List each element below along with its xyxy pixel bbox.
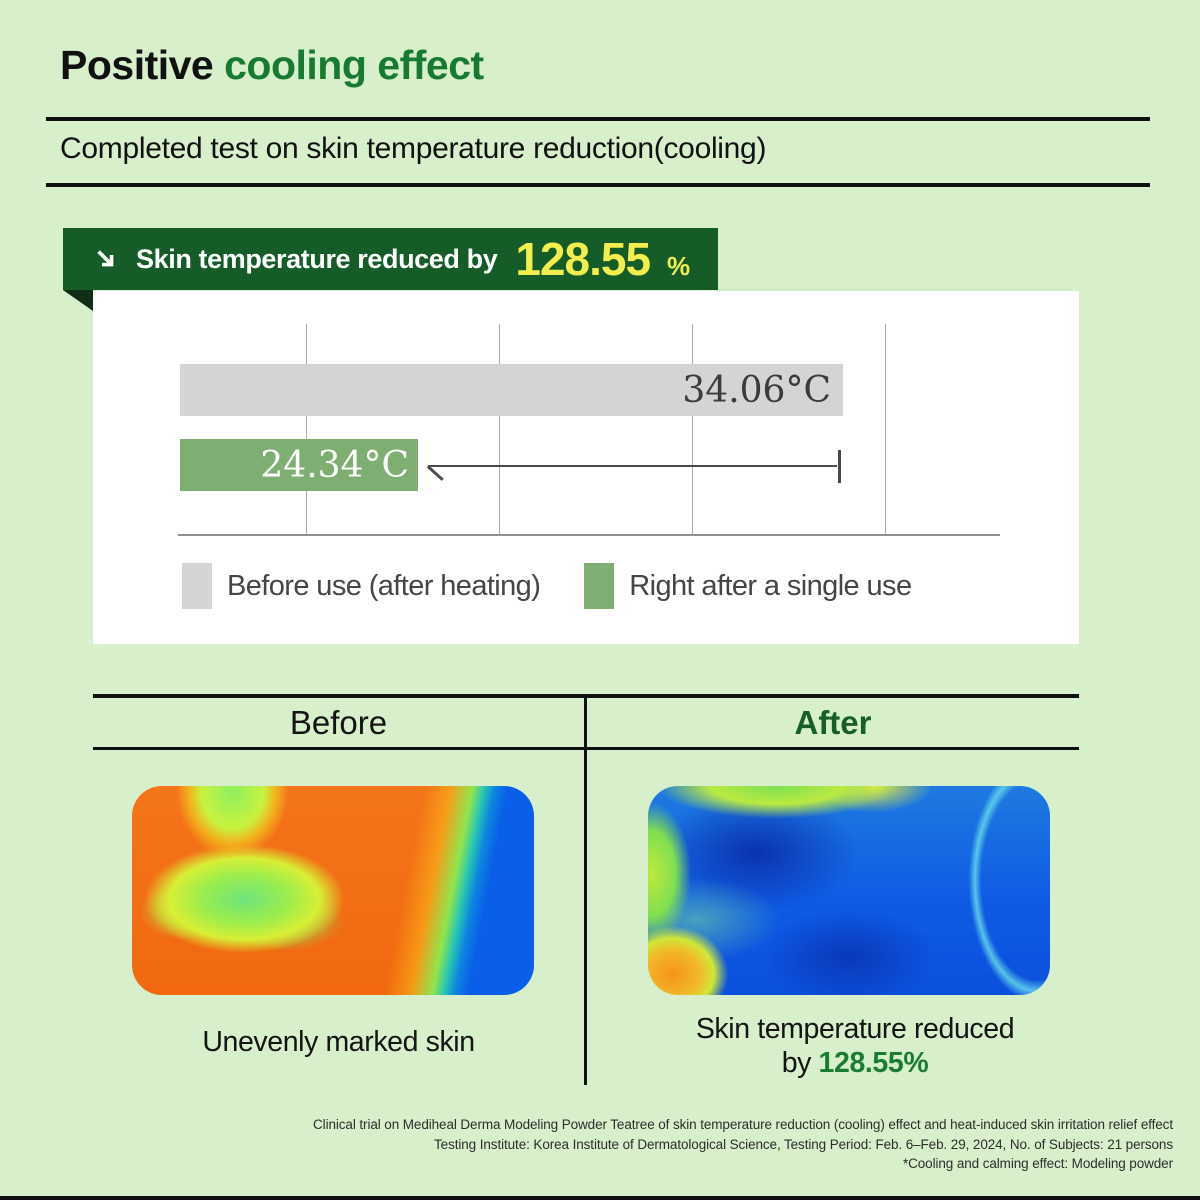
badge-label: Skin temperature reduced by bbox=[136, 243, 498, 274]
badge-value: 128.55 bbox=[515, 233, 651, 285]
vertical-gridline bbox=[691, 324, 693, 536]
vertical-gridline bbox=[499, 324, 501, 536]
bar-before-value-label: 34.06°C bbox=[682, 369, 831, 411]
bottom-edge-line bbox=[0, 1196, 1200, 1200]
compare-vertical-divider bbox=[584, 694, 587, 1085]
thermal-image-before bbox=[132, 786, 534, 995]
page-title-prefix: Positive bbox=[60, 42, 225, 88]
vertical-gridline bbox=[306, 324, 308, 536]
after-caption-value: 128.55% bbox=[818, 1047, 929, 1079]
legend-item: Right after a single use bbox=[584, 563, 912, 609]
footnote-line: Clinical trial on Mediheal Derma Modelin… bbox=[313, 1117, 1173, 1132]
divider-top bbox=[46, 117, 1150, 121]
bar-before-use: 34.06°C bbox=[180, 364, 843, 416]
bar-after-value-label: 24.34°C bbox=[260, 444, 409, 486]
subtitle: Completed test on skin temperature reduc… bbox=[60, 132, 767, 165]
reduction-arrow-head bbox=[427, 465, 444, 481]
vertical-gridline bbox=[884, 324, 886, 536]
x-axis-line bbox=[178, 534, 1000, 536]
arrow-down-right-icon bbox=[97, 249, 114, 266]
legend-item: Before use (after heating) bbox=[182, 563, 541, 609]
badge-fold-triangle bbox=[63, 290, 93, 311]
chart-panel: 34.06°C 24.34°C Before use (after heatin… bbox=[93, 291, 1079, 644]
legend-swatch bbox=[584, 563, 615, 609]
after-header: After bbox=[794, 704, 872, 741]
thermal-image-after bbox=[648, 786, 1050, 995]
before-caption: Unevenly marked skin bbox=[202, 1026, 475, 1058]
bar-chart: 34.06°C 24.34°C bbox=[178, 291, 1000, 536]
bar-right-after-use: 24.34°C bbox=[180, 439, 418, 491]
reduction-arrow-end-tick bbox=[838, 450, 841, 483]
divider-subtitle bbox=[46, 183, 1150, 187]
page-title: Positive cooling effect bbox=[60, 42, 484, 89]
footnote-line: Testing Institute: Korea Institute of De… bbox=[434, 1136, 1173, 1152]
legend-label: Right after a single use bbox=[629, 569, 912, 602]
legend-swatch bbox=[182, 563, 212, 609]
footnote-line: *Cooling and calming effect: Modeling po… bbox=[902, 1156, 1173, 1171]
badge-percent-sign: % bbox=[667, 251, 691, 281]
after-caption-prefix: by bbox=[781, 1047, 819, 1079]
reduction-arrow-line bbox=[428, 465, 837, 467]
after-caption: Skin temperature reduced by 128.55% bbox=[587, 1012, 1123, 1080]
before-header: Before bbox=[289, 704, 388, 741]
footnotes: Clinical trial on Mediheal Derma Modelin… bbox=[313, 1115, 1173, 1174]
chart-legend: Before use (after heating) Right after a … bbox=[182, 563, 912, 609]
legend-label: Before use (after heating) bbox=[227, 569, 541, 602]
page-title-highlight: cooling effect bbox=[224, 42, 484, 88]
after-caption-line1: Skin temperature reduced bbox=[695, 1013, 1015, 1045]
result-badge: Skin temperature reduced by 128.55 % bbox=[63, 228, 719, 290]
